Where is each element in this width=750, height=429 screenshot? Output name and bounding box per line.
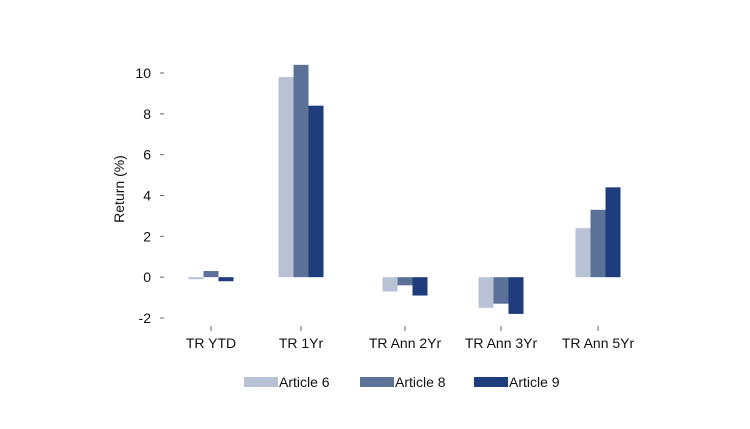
bar-article-8-tr-1yr — [293, 64, 309, 278]
bar-article-6-tr-ann-2yr — [382, 277, 398, 292]
y-tick-label: 6 — [143, 147, 151, 163]
bar-article-8-tr-ann-2yr — [397, 277, 413, 286]
bar-article-9-tr-ann-2yr — [412, 277, 428, 296]
legend-swatch — [360, 377, 394, 387]
bar-article-9-tr-ann-3yr — [508, 277, 524, 314]
legend-swatch — [244, 377, 278, 387]
bar-article-9-tr-ann-5yr — [605, 187, 621, 278]
bar-article-6-tr-ann-3yr — [478, 277, 494, 308]
bar-article-6-tr-ann-5yr — [575, 228, 591, 278]
x-tick-label: TR Ann 3Yr — [465, 335, 538, 351]
bars — [188, 64, 621, 314]
y-tick-label: -2 — [139, 310, 152, 326]
legend: Article 6 Article 8 Article 9 — [244, 374, 560, 390]
legend-label: Article 8 — [395, 374, 446, 390]
y-tick-label: 8 — [143, 106, 151, 122]
bar-article-8-tr-ytd — [203, 271, 219, 278]
y-axis-label: Return (%) — [111, 155, 127, 223]
x-tick-label: TR Ann 2Yr — [369, 335, 442, 351]
y-axis: 10 8 6 4 2 0 -2 — [135, 65, 164, 326]
y-tick-label: 4 — [143, 188, 151, 204]
x-tick-label: TR 1Yr — [279, 335, 324, 351]
y-tick-label: 2 — [143, 228, 151, 244]
bar-article-9-tr-1yr — [308, 105, 324, 278]
x-tick-label: TR Ann 5Yr — [562, 335, 635, 351]
legend-swatch — [474, 377, 508, 387]
legend-label: Article 9 — [509, 374, 560, 390]
bar-article-6-tr-ytd — [188, 277, 204, 280]
y-tick-label: 10 — [135, 65, 151, 81]
x-axis: TR YTD TR 1Yr TR Ann 2Yr TR Ann 3Yr TR Ann 5… — [186, 326, 635, 351]
bar-article-9-tr-ytd — [218, 277, 234, 282]
bar-article-8-tr-ann-3yr — [493, 277, 509, 304]
y-tick-label: 0 — [143, 269, 151, 285]
legend-label: Article 6 — [279, 374, 330, 390]
bar-article-6-tr-1yr — [278, 77, 294, 278]
x-tick-label: TR YTD — [186, 335, 236, 351]
bar-article-8-tr-ann-5yr — [590, 209, 606, 278]
